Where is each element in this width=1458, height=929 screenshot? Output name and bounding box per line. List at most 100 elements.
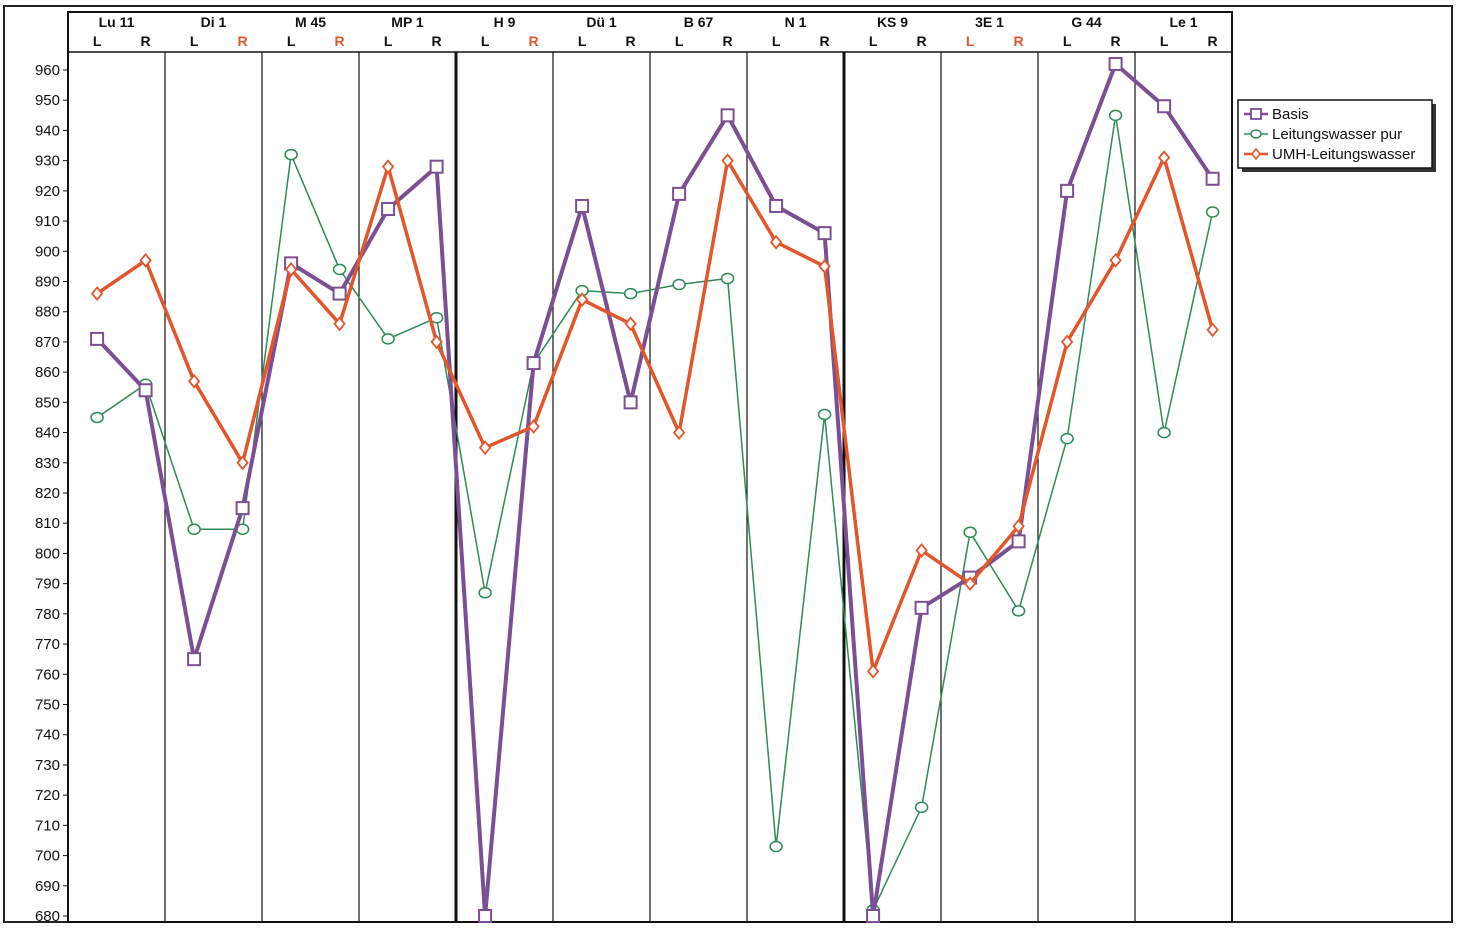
y-tick-label: 920 xyxy=(35,183,60,200)
data-point xyxy=(914,801,929,813)
data-point xyxy=(624,316,637,332)
data-point xyxy=(866,663,880,679)
side-label: L xyxy=(384,33,393,49)
group-label: Le 1 xyxy=(1169,14,1197,30)
data-point xyxy=(90,411,104,424)
side-label: L xyxy=(869,33,878,49)
side-label: R xyxy=(529,33,539,49)
data-point xyxy=(1012,518,1025,534)
legend-label: UMH-Leitungswasser xyxy=(1272,146,1415,163)
data-point xyxy=(720,108,735,123)
group-label: Dü 1 xyxy=(586,14,617,30)
data-point xyxy=(527,419,540,434)
legend-box xyxy=(1237,99,1433,169)
legend-label: Basis xyxy=(1272,106,1309,123)
y-tick-label: 900 xyxy=(35,243,60,260)
data-point xyxy=(1157,150,1171,166)
data-point xyxy=(90,331,105,346)
y-tick-label: 810 xyxy=(35,515,60,532)
data-point xyxy=(1205,206,1220,218)
data-point xyxy=(575,198,590,213)
data-point xyxy=(817,226,832,241)
group-label: N 1 xyxy=(785,14,807,30)
side-label: R xyxy=(141,33,151,49)
y-tick-label: 950 xyxy=(35,92,60,109)
data-point xyxy=(187,652,202,667)
side-label: R xyxy=(917,33,927,49)
side-label: L xyxy=(481,33,490,49)
y-axis: 960 950 940 930 920 910 900 890 880 870 860 850 840 8… xyxy=(35,62,68,925)
group-label: H 9 xyxy=(494,14,516,30)
data-point xyxy=(1108,109,1123,122)
data-point xyxy=(623,287,638,300)
y-tick-label: 860 xyxy=(35,364,60,381)
y-tick-label: 730 xyxy=(35,757,60,774)
data-point xyxy=(769,198,784,213)
side-label: L xyxy=(772,33,781,49)
side-label: R xyxy=(1111,33,1121,49)
y-tick-label: 870 xyxy=(35,334,60,351)
data-point xyxy=(866,909,881,923)
data-point xyxy=(332,286,347,301)
data-point xyxy=(1011,605,1026,617)
data-point xyxy=(284,148,298,161)
y-tick-label: 910 xyxy=(35,213,60,230)
side-label: L xyxy=(578,33,587,49)
data-point xyxy=(139,252,152,268)
y-tick-label: 750 xyxy=(35,697,60,714)
y-tick-label: 960 xyxy=(35,62,60,79)
side-label: L xyxy=(1063,33,1072,49)
y-tick-label: 770 xyxy=(35,636,60,653)
y-tick-label: 790 xyxy=(35,576,60,593)
side-label: R xyxy=(820,33,830,49)
data-point xyxy=(769,840,783,853)
data-point xyxy=(138,383,153,398)
data-point xyxy=(817,408,832,421)
data-point xyxy=(381,159,395,175)
y-tick-label: 740 xyxy=(35,727,60,744)
data-point xyxy=(963,526,977,539)
data-point xyxy=(1108,56,1123,71)
group-label: Lu 11 xyxy=(99,14,135,30)
y-tick-label: 710 xyxy=(35,817,60,834)
group-label: MP 1 xyxy=(391,14,424,30)
data-point xyxy=(235,501,250,516)
data-point xyxy=(381,201,396,216)
y-tick-label: 940 xyxy=(35,122,60,139)
legend-marker xyxy=(1250,129,1262,139)
legend-label: Leitungswasser pur xyxy=(1272,126,1402,143)
data-point xyxy=(623,395,638,410)
side-label: R xyxy=(335,33,345,49)
legend: Basis Leitungswasser pur UMH-Leitungswasse… xyxy=(1237,99,1436,172)
data-point xyxy=(769,234,783,250)
group-label: B 67 xyxy=(684,14,714,30)
group-label: G 44 xyxy=(1071,14,1102,30)
y-tick-label: 830 xyxy=(35,455,60,472)
data-point xyxy=(187,373,201,389)
data-point xyxy=(1060,334,1074,350)
data-point xyxy=(1060,183,1075,198)
side-label: L xyxy=(675,33,684,49)
data-point xyxy=(526,356,541,371)
y-tick-label: 780 xyxy=(35,606,60,623)
group-label: Di 1 xyxy=(201,14,227,30)
y-tick-label: 840 xyxy=(35,425,60,442)
group-label: M 45 xyxy=(295,14,326,30)
data-point xyxy=(381,333,395,345)
side-label: R xyxy=(723,33,733,49)
data-point xyxy=(478,440,492,456)
data-point xyxy=(236,455,249,471)
y-tick-label: 800 xyxy=(35,545,60,562)
side-label: R xyxy=(626,33,636,49)
y-tick-label: 880 xyxy=(35,304,60,321)
y-tick-label: 850 xyxy=(35,394,60,411)
y-tick-label: 690 xyxy=(35,878,60,895)
data-point xyxy=(429,159,444,174)
y-tick-label: 820 xyxy=(35,485,60,502)
data-point xyxy=(478,586,492,599)
legend-marker xyxy=(1250,108,1262,120)
data-point xyxy=(1060,432,1074,445)
data-point xyxy=(284,262,298,277)
legend-marker xyxy=(1251,147,1261,161)
